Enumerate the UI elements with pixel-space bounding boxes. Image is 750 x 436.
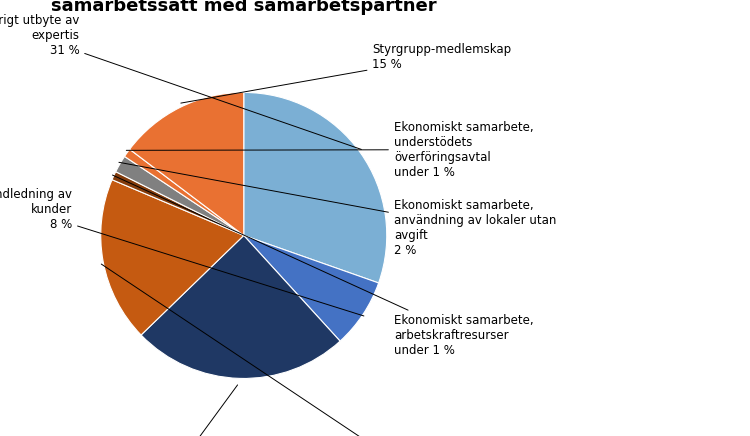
Wedge shape: [116, 157, 244, 235]
Text: Ekonomiskt samarbete,
användning av lokaler utan
avgift
2 %: Ekonomiskt samarbete, användning av loka…: [119, 162, 556, 257]
Wedge shape: [130, 92, 244, 235]
Wedge shape: [100, 180, 244, 335]
Text: Ekonomiskt samarbete,
understödets
överföringsavtal
under 1 %: Ekonomiskt samarbete, understödets överf…: [126, 121, 533, 179]
Wedge shape: [141, 235, 340, 378]
Text: Handledning av
kunder
8 %: Handledning av kunder 8 %: [0, 188, 364, 316]
Text: Styrgrupp-medlemskap
15 %: Styrgrupp-medlemskap 15 %: [181, 43, 512, 103]
Text: Ekonomiskt samarbete,
arbetskraftresurser
under 1 %: Ekonomiskt samarbete, arbetskraftresurse…: [112, 175, 533, 357]
Title: Hud-, allergi- och andningshälsoorganisationer:
samarbetssätt med samarbetspartn: Hud-, allergi- och andningshälsoorganisa…: [2, 0, 485, 15]
Text: Övrigt utbyte av
expertis
31 %: Övrigt utbyte av expertis 31 %: [0, 13, 362, 150]
Wedge shape: [244, 92, 387, 283]
Wedge shape: [244, 235, 379, 341]
Text: Samarbete i
kommunikation
25 %: Samarbete i kommunikation 25 %: [134, 385, 238, 436]
Wedge shape: [124, 149, 244, 235]
Text: Samarbete i organisering av evenemang
19 %: Samarbete i organisering av evenemang 19…: [101, 264, 521, 436]
Wedge shape: [112, 172, 244, 235]
